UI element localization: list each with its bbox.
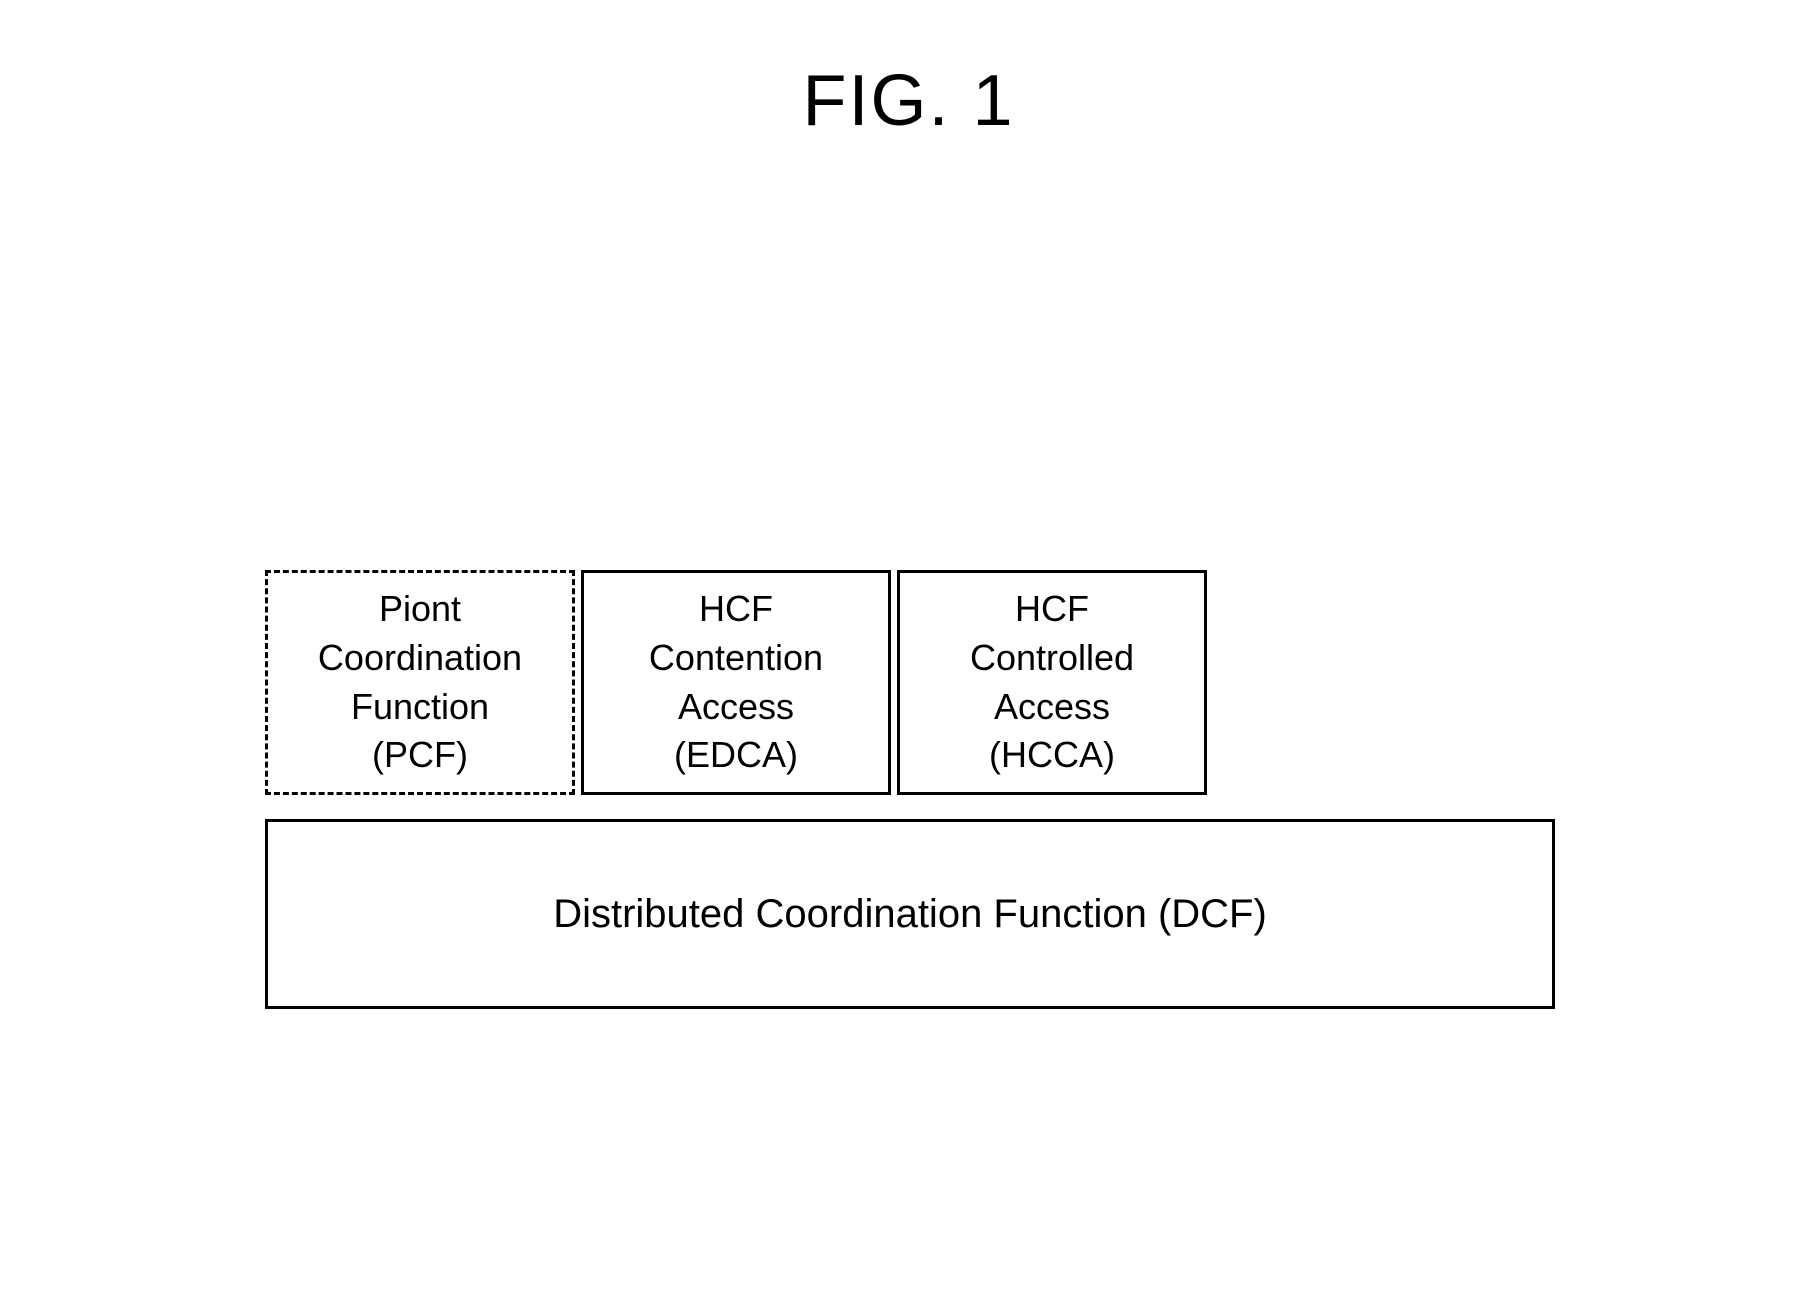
box-dcf: Distributed Coordination Function (DCF) — [265, 819, 1555, 1009]
diagram-container: PiontCoordinationFunction(PCF) HCFConten… — [265, 570, 1555, 1009]
box-pcf: PiontCoordinationFunction(PCF) — [265, 570, 575, 795]
box-edca-label: HCFContentionAccess(EDCA) — [649, 585, 823, 779]
figure-title: FIG. 1 — [802, 60, 1014, 142]
box-dcf-label: Distributed Coordination Function (DCF) — [553, 892, 1267, 937]
box-hcca: HCFControlledAccess(HCCA) — [897, 570, 1207, 795]
diagram-top-row: PiontCoordinationFunction(PCF) HCFConten… — [265, 570, 1555, 795]
box-hcca-label: HCFControlledAccess(HCCA) — [970, 585, 1134, 779]
box-pcf-label: PiontCoordinationFunction(PCF) — [318, 585, 522, 779]
diagram-bottom-row: Distributed Coordination Function (DCF) — [265, 819, 1555, 1009]
box-edca: HCFContentionAccess(EDCA) — [581, 570, 891, 795]
